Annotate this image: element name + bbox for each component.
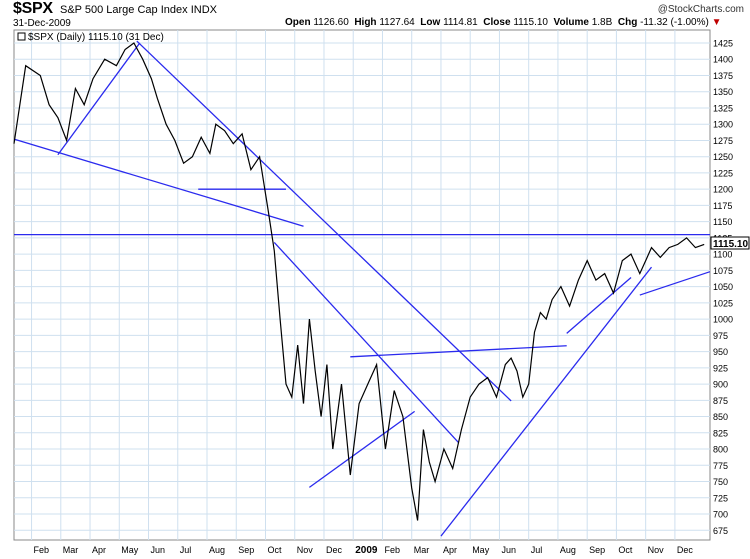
x-tick-label: Dec [326,545,343,555]
x-tick-label: Feb [34,545,50,555]
x-tick-label: Apr [443,545,457,555]
y-tick-label: 725 [713,493,728,503]
chart-date: 31-Dec-2009 [13,18,71,29]
down-arrow-icon: ▼ [711,17,722,28]
x-tick-label: Sep [589,545,605,555]
open-label: Open [285,17,311,28]
symbol-title: $SPX [13,0,53,17]
volume-label: Volume [553,17,589,28]
low-label: Low [420,17,441,28]
trendline [308,410,416,488]
x-axis: Feb Mar Apr May Jun Jul Aug Sep Oct Nov Dec 2009 Feb… [34,545,694,556]
y-tick-label: 950 [713,347,728,357]
trendline [566,277,632,334]
stockcharts-watermark: @StockCharts.com [657,4,744,15]
x-tick-label: Apr [92,545,106,555]
x-tick-label: May [472,545,490,555]
chart-header: $SPX S&P 500 Large Cap Index INDX 31-Dec… [0,0,750,30]
x-tick-label: Dec [677,545,694,555]
close-value: 1115.10 [513,17,548,28]
index-name: S&P 500 Large Cap Index INDX [60,4,217,16]
x-tick-label: Nov [648,545,665,555]
x-tick-label: Nov [297,545,314,555]
y-tick-label: 800 [713,445,728,455]
x-tick-label: Jul [180,545,192,555]
last-value-text: 1115.10 [713,239,748,250]
index-name-text: S&P 500 Large Cap Index [60,4,188,16]
legend-swatch [17,32,26,41]
y-tick-label: 1350 [713,87,733,97]
high-label: High [354,17,377,28]
x-tick-label: Jul [531,545,543,555]
trendline [440,266,653,537]
last-value-marker: 1115.10 [710,236,750,250]
y-tick-label: 1200 [713,185,733,195]
price-series-line [13,42,705,521]
x-tick-label: Feb [384,545,400,555]
trendlines [13,40,711,537]
x-tick-label: Aug [209,545,225,555]
x-tick-label: Aug [560,545,576,555]
y-tick-label: 675 [713,526,728,536]
exchange-label: INDX [190,4,217,16]
y-tick-label: 1025 [713,298,733,308]
legend: $SPX (Daily) 1115.10 (31 Dec) [17,32,164,43]
x-tick-label: Jun [501,545,516,555]
quote-summary: Open 1126.60 High 1127.64 Low 1114.81 Cl… [285,17,722,28]
y-tick-label: 1100 [713,250,732,260]
trendline [13,138,304,227]
change-value: -11.32 (-1.00%) [640,17,709,28]
y-tick-label: 700 [713,510,728,520]
y-tick-label: 875 [713,396,728,406]
y-tick-label: 1050 [713,282,733,292]
x-tick-label: Mar [414,545,430,555]
y-tick-label: 1075 [713,266,733,276]
y-tick-label: 1325 [713,103,733,113]
y-tick-label: 1000 [713,315,733,325]
x-tick-label: Sep [238,545,254,555]
y-tick-label: 1175 [713,201,732,211]
trendline [136,40,512,402]
y-axis: 675 700 725 750 775 800 825 850 875 900 925 950 975 1… [713,38,733,535]
plot-area [13,29,711,541]
y-tick-label: 900 [713,380,728,390]
y-tick-label: 1300 [713,120,733,130]
grid-lines [14,30,710,540]
trendline [57,42,141,156]
volume-value: 1.8B [591,17,613,28]
y-tick-label: 1375 [713,71,733,81]
y-tick-label: 1275 [713,136,733,146]
trendline [273,242,459,443]
y-tick-label: 750 [713,477,728,487]
legend-label: $SPX (Daily) 1115.10 (31 Dec) [28,32,164,43]
trendline [350,345,567,358]
trendline [639,271,711,296]
x-tick-label: Oct [618,545,633,555]
y-tick-label: 850 [713,412,728,422]
high-value: 1127.64 [379,17,415,28]
x-tick-label: 2009 [355,545,378,556]
close-label: Close [483,17,511,28]
y-tick-label: 1425 [713,38,733,48]
x-tick-label: May [121,545,139,555]
last-value-box [710,236,750,250]
y-tick-label: 1225 [713,168,733,178]
y-tick-label: 775 [713,461,728,471]
low-value: 1114.81 [443,17,478,28]
y-tick-label: 925 [713,363,728,373]
x-tick-label: Mar [63,545,79,555]
y-tick-label: 975 [713,331,728,341]
x-tick-label: Jun [151,545,166,555]
change-label: Chg [617,17,638,28]
y-tick-label: 1250 [713,152,733,162]
x-tick-label: Oct [267,545,282,555]
y-tick-label: 1400 [713,55,733,65]
open-value: 1126.60 [313,17,349,28]
y-tick-label: 825 [713,428,728,438]
y-tick-label: 1150 [713,217,732,227]
